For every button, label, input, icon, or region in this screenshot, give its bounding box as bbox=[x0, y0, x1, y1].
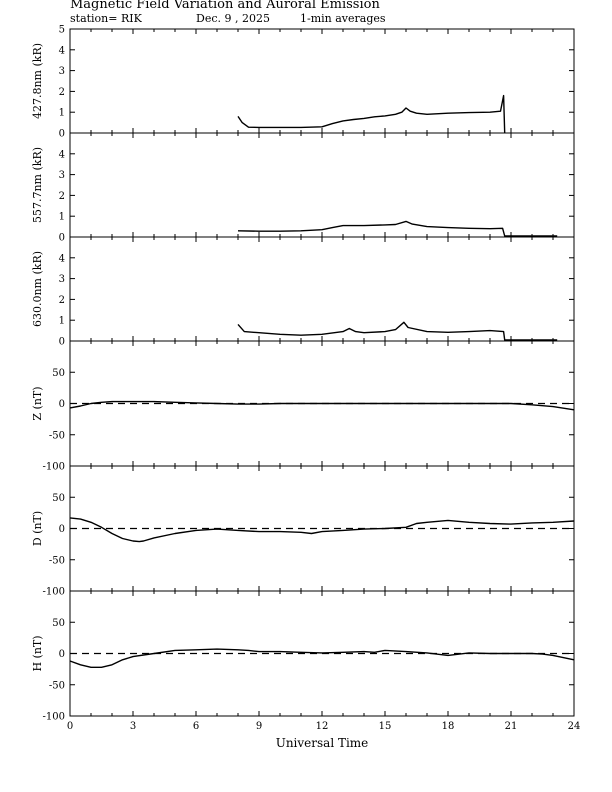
y-tick-label: 0 bbox=[59, 524, 65, 535]
series-line bbox=[69, 648, 575, 668]
y-axis-label: 427.8nm (kR) bbox=[31, 43, 44, 119]
y-tick-label: 0 bbox=[59, 649, 65, 660]
y-tick-label: 2 bbox=[59, 191, 65, 202]
y-tick-label: 1 bbox=[59, 316, 65, 327]
y-axis-label: 557.7nm (kR) bbox=[31, 147, 44, 223]
panel-frame bbox=[69, 132, 575, 238]
y-tick-label: 0 bbox=[59, 337, 65, 348]
averaging-label: 1-min averages bbox=[300, 12, 386, 25]
x-tick-label: 9 bbox=[256, 721, 262, 732]
y-axis-label: 630.0nm (kR) bbox=[31, 251, 44, 327]
y-tick-label: 50 bbox=[52, 493, 65, 504]
x-axis-label: Universal Time bbox=[276, 736, 369, 750]
x-tick-label: 0 bbox=[67, 721, 73, 732]
panel-frame bbox=[69, 28, 575, 134]
y-tick-label: 5 bbox=[59, 25, 65, 36]
x-tick-label: 12 bbox=[316, 721, 329, 732]
panel-6: -100 -50 0 50 H (nT) 0 3 6 9 12 15 18 21 24 Universal … bbox=[31, 590, 581, 750]
y-tick-label: -100 bbox=[43, 462, 65, 473]
y-tick-label: 4 bbox=[59, 45, 65, 56]
x-tick-label: 18 bbox=[442, 721, 455, 732]
y-axis-label: H (nT) bbox=[31, 635, 44, 671]
x-tick-label: 3 bbox=[130, 721, 136, 732]
y-tick-label: 4 bbox=[59, 149, 65, 160]
series-line bbox=[69, 400, 575, 411]
y-tick-label: 0 bbox=[59, 399, 65, 410]
station-label: station= RIK bbox=[70, 12, 142, 25]
panel-1: 0 1 2 3 4 5 427.8nm (kR) bbox=[31, 25, 575, 140]
panel-frame bbox=[69, 236, 575, 342]
y-tick-label: 0 bbox=[59, 129, 65, 140]
y-axis-label: D (nT) bbox=[31, 511, 44, 546]
y-tick-label: -50 bbox=[49, 680, 65, 691]
series-line bbox=[237, 94, 506, 134]
x-tick-label: 6 bbox=[193, 721, 199, 732]
y-tick-label: 0 bbox=[59, 233, 65, 244]
y-tick-label: -50 bbox=[49, 430, 65, 441]
panel-2: 0 1 2 3 4 557.7nm (kR) bbox=[31, 132, 575, 244]
y-tick-label: 50 bbox=[52, 618, 65, 629]
x-tick-label: 24 bbox=[568, 721, 581, 732]
series-line bbox=[237, 220, 558, 237]
date-label: Dec. 9 , 2025 bbox=[196, 12, 270, 25]
chart-title: Magnetic Field Variation and Auroral Emi… bbox=[70, 0, 380, 12]
y-tick-label: 3 bbox=[59, 274, 65, 285]
y-tick-label: -50 bbox=[49, 555, 65, 566]
series-line bbox=[69, 517, 575, 543]
y-tick-label: 4 bbox=[59, 253, 65, 264]
y-tick-label: -100 bbox=[43, 587, 65, 598]
y-tick-label: 3 bbox=[59, 66, 65, 77]
y-tick-label: 50 bbox=[52, 368, 65, 379]
x-tick-label: 15 bbox=[379, 721, 392, 732]
y-tick-label: 1 bbox=[59, 212, 65, 223]
panel-5: -100 -50 0 50 D (nT) bbox=[31, 465, 575, 598]
y-axis-label: Z (nT) bbox=[31, 386, 44, 420]
panel-4: -100 -50 0 50 Z (nT) bbox=[31, 340, 575, 473]
y-tick-label: 2 bbox=[59, 87, 65, 98]
panel-3: 0 1 2 3 4 630.0nm (kR) bbox=[31, 236, 575, 348]
y-tick-label: 1 bbox=[59, 108, 65, 119]
x-tick-label: 21 bbox=[505, 721, 518, 732]
y-tick-label: 3 bbox=[59, 170, 65, 181]
y-tick-label: 2 bbox=[59, 295, 65, 306]
series-line bbox=[237, 321, 558, 341]
y-tick-label: -100 bbox=[43, 712, 65, 723]
